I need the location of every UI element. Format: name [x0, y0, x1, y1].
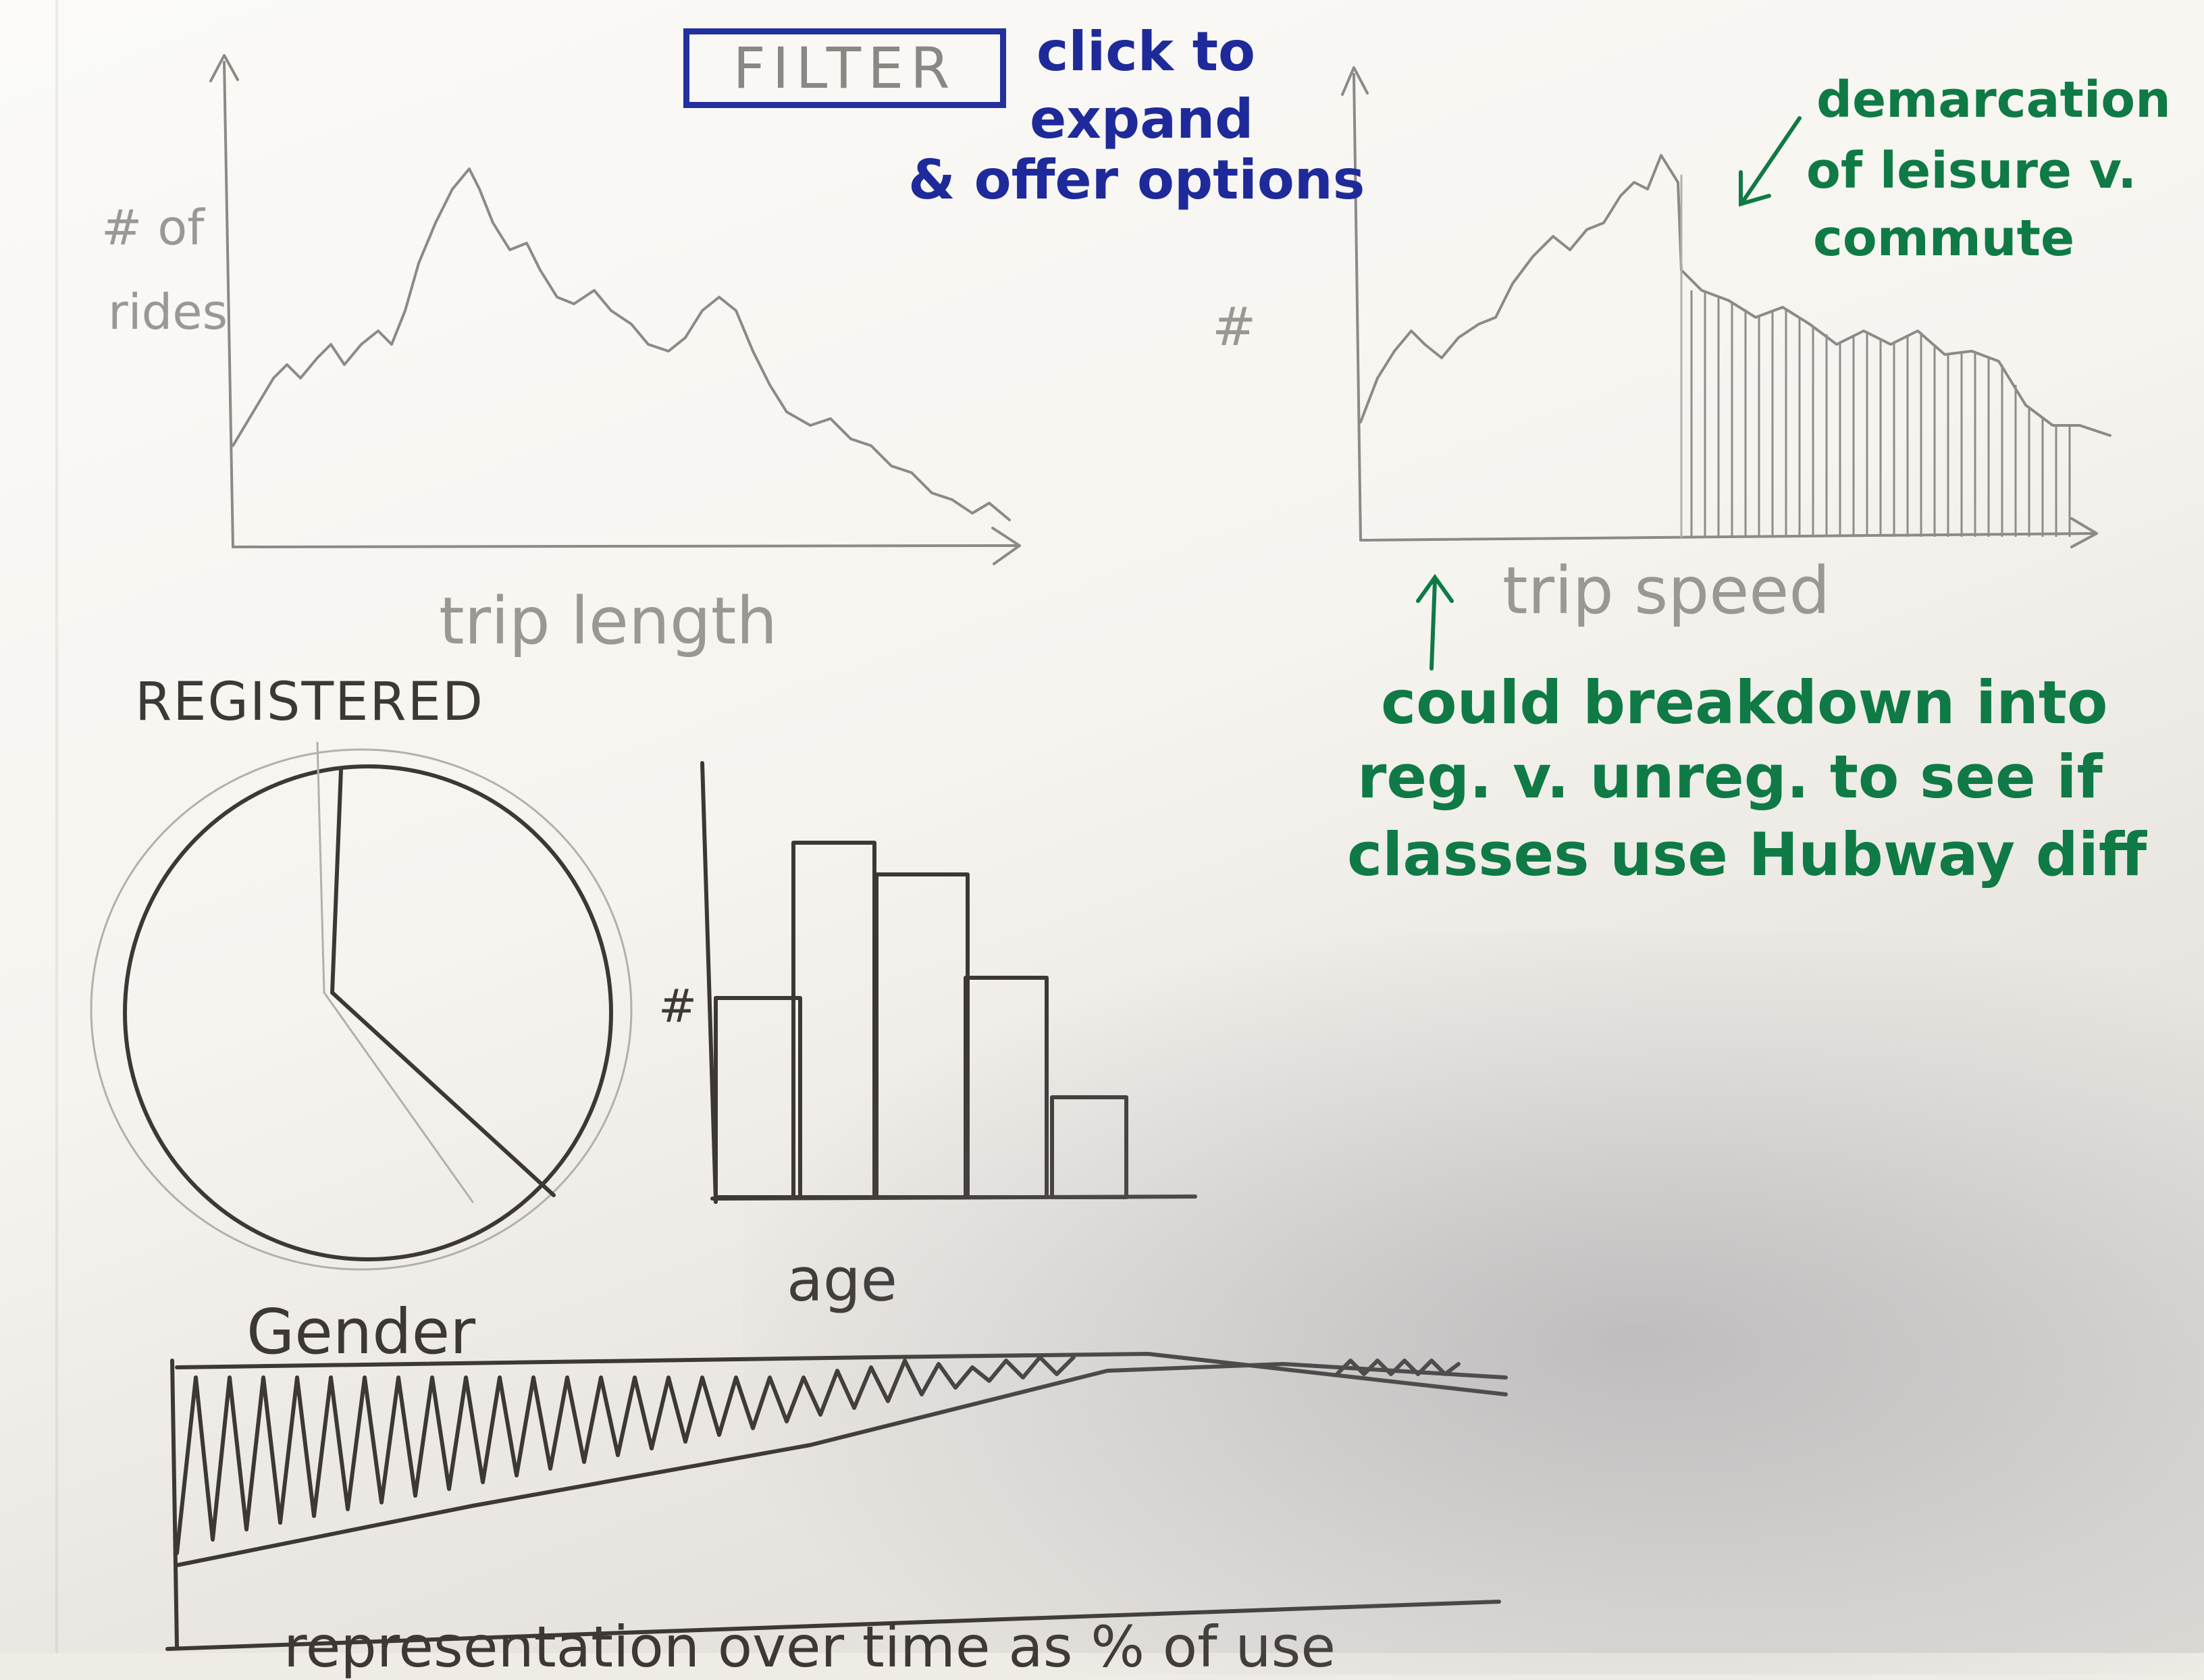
gender-split-line	[175, 1362, 1508, 1567]
age-bar-4	[964, 976, 1049, 1199]
trip-speed-commute-hatching	[1690, 290, 2071, 537]
age-chart-ylabel: #	[658, 980, 697, 1033]
registered-pie-chart	[90, 741, 633, 1271]
trip-speed-xlabel: trip speed	[1502, 553, 1831, 629]
breakdown-note-line-1: could breakdown into	[1381, 668, 2108, 737]
trip-length-chart	[209, 54, 1021, 565]
trip-speed-curve	[1359, 154, 2111, 437]
demarcation-note-line-3: commute	[1813, 209, 2075, 267]
gender-hatching-squiggle	[175, 1355, 1076, 1555]
trip-length-y-arrow	[209, 54, 239, 82]
breakdown-note-line-2: reg. v. unreg. to see if	[1357, 742, 2103, 812]
filter-note-line-1: click to	[1037, 20, 1255, 83]
gender-top-line	[175, 1352, 1508, 1396]
age-bar-3	[874, 872, 970, 1199]
gender-chart	[165, 1352, 1508, 1651]
trip-length-ylabel-line-1: # of	[101, 199, 205, 256]
trip-speed-x-arrow	[2070, 517, 2098, 548]
demarcation-note-line-1: demarcation	[1816, 71, 2171, 129]
trip-speed-chart	[1341, 66, 2111, 548]
age-chart-xlabel: age	[787, 1245, 897, 1315]
pie-chart-title: REGISTERED	[135, 672, 484, 733]
gender-y-axis	[170, 1359, 179, 1650]
trip-length-curve	[232, 167, 1011, 521]
trip-length-xlabel: trip length	[439, 583, 778, 659]
trip-speed-x-axis	[1359, 532, 2095, 542]
filter-note-line-3: & offer options	[908, 149, 1365, 211]
age-y-axis	[700, 761, 718, 1204]
age-bar-5	[1050, 1095, 1128, 1199]
gender-x-axis	[165, 1600, 1501, 1651]
gender-chart-caption: representation over time as % of use	[284, 1614, 1336, 1680]
demarcation-arrow	[1739, 116, 1802, 207]
trip-speed-y-arrow	[1341, 66, 1369, 96]
page-margin	[55, 0, 58, 1653]
trip-length-ylabel-line-2: rides	[108, 284, 228, 340]
pie-slice-line-bottom	[330, 991, 556, 1197]
pie-slice-line-top	[330, 768, 343, 995]
pie-outline-pencil	[90, 748, 633, 1271]
trip-speed-ylabel: #	[1212, 297, 1257, 358]
gender-chart-title: Gender	[246, 1296, 476, 1368]
trip-length-y-axis	[223, 61, 234, 548]
trip-speed-y-axis	[1353, 73, 1362, 542]
breakdown-arrow	[1416, 573, 1454, 671]
pie-outline-pen	[123, 764, 613, 1261]
age-bar-chart	[700, 761, 1197, 1204]
filter-button[interactable]: FILTER	[683, 28, 1006, 108]
gender-hatching-squiggle-right	[1335, 1359, 1461, 1376]
trip-length-x-arrow	[991, 527, 1021, 565]
pie-pencil-slice-line	[316, 741, 474, 1203]
age-bar-2	[791, 841, 876, 1199]
breakdown-note-line-3: classes use Hubway diff	[1347, 820, 2147, 889]
age-bar-1	[714, 996, 802, 1199]
filter-note-line-2: expand	[1030, 88, 1254, 151]
trip-length-x-axis	[232, 544, 1018, 548]
demarcation-note-line-2: of leisure v.	[1806, 142, 2137, 200]
